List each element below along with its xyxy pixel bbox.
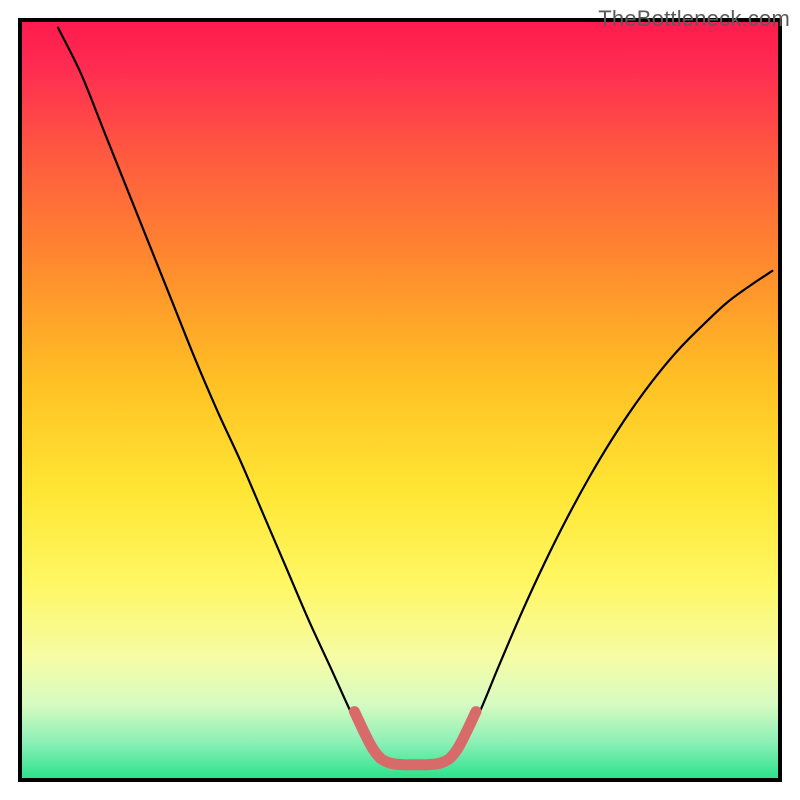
watermark-text: TheBottleneck.com — [598, 6, 790, 32]
chart-svg — [0, 0, 800, 800]
plot-background — [20, 20, 780, 780]
bottleneck-chart: TheBottleneck.com — [0, 0, 800, 800]
